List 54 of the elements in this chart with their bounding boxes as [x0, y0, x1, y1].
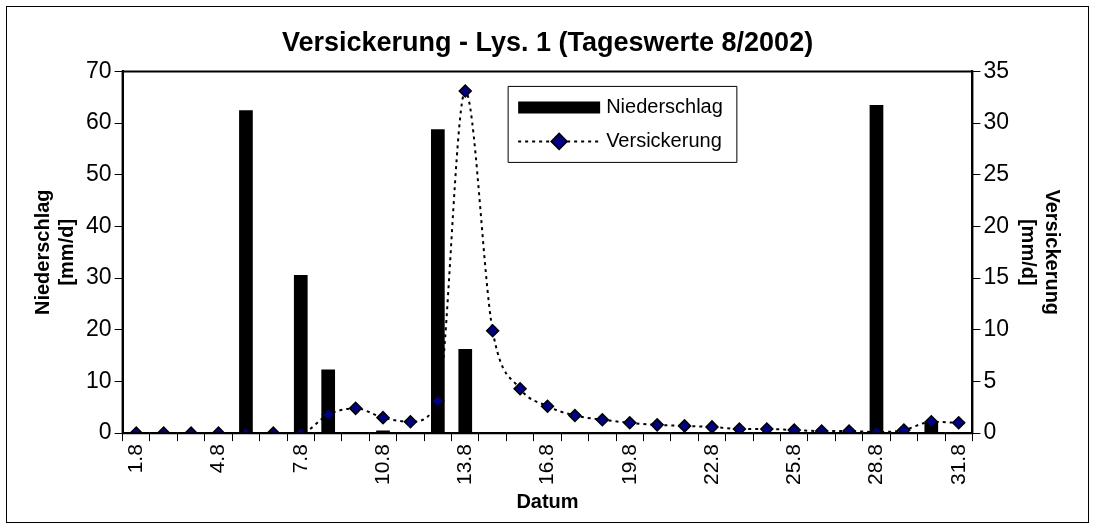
y-tick-label: 10 [85, 366, 112, 393]
point [431, 394, 445, 408]
point [485, 324, 500, 338]
y-tick-label: 70 [85, 56, 112, 83]
y2-tick-label: 30 [983, 108, 1010, 135]
y-axis-title: Niederschlag [mm/d] [30, 189, 77, 316]
x-axis-title: Datum [516, 489, 579, 512]
point [622, 416, 637, 430]
point [924, 415, 939, 429]
legend-label: Niederschlag [606, 94, 723, 117]
point [650, 418, 664, 432]
point [705, 420, 719, 434]
point [897, 423, 911, 434]
y2-tick-label: 10 [983, 315, 1010, 342]
y2-tick-label: 15 [983, 263, 1010, 290]
x-tick-label: 19.8 [616, 444, 640, 485]
y2-tick-label: 25 [983, 160, 1010, 187]
x-tick-label: 25.8 [781, 444, 805, 485]
y2-axis-title: Versickerung [mm/d] [1018, 189, 1065, 316]
x-tick-label: 31.8 [945, 444, 969, 485]
x-tick-label: 28.8 [863, 444, 887, 485]
y-tick-label: 20 [85, 315, 112, 342]
y2-tick-label: 35 [983, 56, 1010, 83]
y-tick-label: 40 [85, 211, 112, 238]
point [403, 415, 418, 429]
x-tick-label: 13.8 [452, 444, 476, 485]
y2-tick-label: 5 [983, 366, 997, 393]
point [760, 422, 774, 434]
legend-label: Versickerung [606, 128, 722, 151]
x-tick-label: 22.8 [698, 444, 722, 485]
point [376, 410, 390, 425]
x-tick-label: 4.8 [205, 444, 229, 474]
x-tick-label: 7.8 [287, 444, 311, 474]
x-tick-label: 1.8 [123, 444, 147, 474]
point [595, 412, 610, 427]
point [348, 401, 363, 416]
point [732, 422, 747, 434]
point [951, 416, 966, 430]
x-tick-label: 10.8 [369, 444, 393, 485]
y-tick-label: 50 [85, 160, 112, 187]
point [568, 408, 582, 423]
x-tick-label: 16.8 [534, 444, 558, 485]
y-tick-label: 30 [85, 263, 112, 290]
y-tick-label: 0 [98, 418, 112, 445]
point [787, 423, 801, 434]
y-tick-label: 60 [85, 108, 112, 135]
y2-tick-label: 20 [983, 211, 1010, 238]
chart-title: Versickerung - Lys. 1 (Tageswerte 8/2002) [281, 26, 814, 57]
y2-tick-label: 0 [983, 418, 997, 445]
point [513, 381, 527, 396]
point [677, 419, 692, 433]
point [321, 407, 335, 422]
point [540, 399, 555, 414]
point [458, 84, 473, 98]
